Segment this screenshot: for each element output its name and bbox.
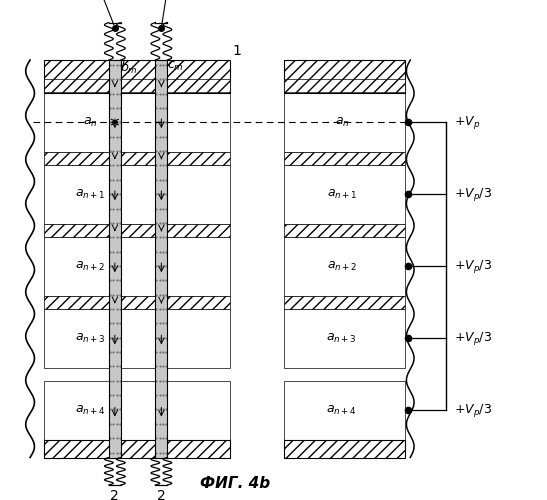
Text: $a_n$: $a_n$: [83, 116, 97, 128]
Text: 2: 2: [110, 489, 119, 500]
Bar: [284, 224, 405, 236]
Bar: [44, 164, 230, 224]
Bar: [284, 92, 405, 152]
Bar: [44, 92, 230, 152]
Bar: [284, 296, 405, 309]
Text: $a_{n+3}$: $a_{n+3}$: [327, 332, 357, 345]
Text: ФИГ. 4b: ФИГ. 4b: [200, 476, 270, 491]
Bar: [284, 236, 405, 296]
Bar: [44, 152, 230, 164]
Text: $a_{n+4}$: $a_{n+4}$: [75, 404, 106, 417]
Bar: [284, 381, 405, 440]
Text: 2: 2: [157, 489, 166, 500]
Text: $a_{n+1}$: $a_{n+1}$: [327, 188, 357, 200]
Bar: [284, 60, 405, 92]
Bar: [109, 60, 121, 458]
Text: $+V_p/3$: $+V_p/3$: [454, 186, 492, 202]
Bar: [44, 381, 230, 440]
Bar: [44, 296, 230, 309]
Text: $b_m$: $b_m$: [120, 60, 138, 76]
Bar: [44, 236, 230, 296]
Bar: [284, 440, 405, 458]
Text: $+V_p/3$: $+V_p/3$: [454, 402, 492, 419]
Bar: [284, 80, 405, 92]
Bar: [44, 440, 230, 458]
Text: $a_{n+3}$: $a_{n+3}$: [75, 332, 106, 345]
Bar: [44, 60, 230, 92]
Bar: [284, 309, 405, 368]
Bar: [284, 164, 405, 224]
Bar: [284, 152, 405, 164]
Text: $+V_p$: $+V_p$: [454, 114, 480, 130]
Text: $c_m$: $c_m$: [167, 60, 184, 73]
Text: $+V_p/3$: $+V_p/3$: [454, 330, 492, 347]
Text: $a_{n+2}$: $a_{n+2}$: [75, 260, 106, 273]
Bar: [155, 60, 167, 458]
Bar: [44, 80, 230, 92]
Text: $a_n$: $a_n$: [335, 116, 349, 128]
Text: $a_{n+4}$: $a_{n+4}$: [327, 404, 357, 417]
Bar: [44, 224, 230, 236]
Text: $a_{n+1}$: $a_{n+1}$: [75, 188, 106, 200]
Text: $a_{n+2}$: $a_{n+2}$: [327, 260, 357, 273]
Bar: [44, 309, 230, 368]
Text: 1: 1: [232, 44, 241, 58]
Text: $+V_p/3$: $+V_p/3$: [454, 258, 492, 275]
